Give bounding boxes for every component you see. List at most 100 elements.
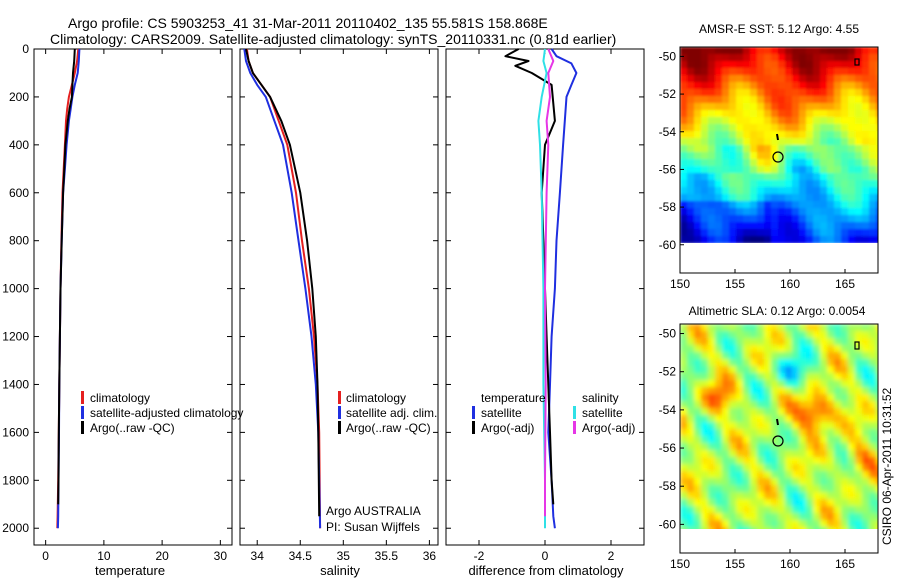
- heatmap-cell: [708, 61, 716, 69]
- heatmap-cell: [848, 103, 856, 111]
- heatmap-cell: [792, 492, 800, 500]
- heatmap-cell: [736, 222, 744, 230]
- heatmap-cell: [834, 131, 842, 139]
- heatmap-cell: [687, 215, 695, 223]
- heatmap-cell: [806, 394, 814, 402]
- heatmap-cell: [806, 54, 814, 62]
- heatmap-cell: [722, 408, 730, 416]
- heatmap-cell: [750, 527, 758, 529]
- heatmap-cell: [757, 75, 765, 83]
- argo-annotation-line1: Argo AUSTRALIA: [326, 504, 421, 518]
- heatmap-cell: [729, 380, 737, 388]
- heatmap-cell: [862, 359, 870, 367]
- heatmap-cell: [820, 387, 828, 395]
- heatmap-cell: [778, 422, 786, 430]
- heatmap-cell: [785, 471, 793, 479]
- heatmap-cell: [750, 208, 758, 216]
- heatmap-cell: [715, 464, 723, 472]
- heatmap-cell: [799, 471, 807, 479]
- heatmap-cell: [722, 166, 730, 174]
- heatmap-cell: [729, 464, 737, 472]
- heatmap-cell: [820, 187, 828, 195]
- heatmap-cell: [778, 485, 786, 493]
- heatmap-cell: [750, 47, 758, 55]
- heatmap-cell: [715, 236, 723, 243]
- heatmap-cell: [855, 359, 863, 367]
- heatmap-cell: [848, 415, 856, 423]
- heatmap-cell: [813, 422, 821, 430]
- heatmap-cell: [820, 152, 828, 160]
- heatmap-cell: [806, 159, 814, 167]
- heatmap-cell: [715, 68, 723, 76]
- heatmap-cell: [750, 124, 758, 132]
- heatmap-cell: [694, 152, 702, 160]
- heatmap-cell: [848, 492, 856, 500]
- heatmap-cell: [834, 201, 842, 209]
- heatmap-cell: [855, 145, 863, 153]
- heatmap-cell: [848, 478, 856, 486]
- heatmap-cell: [869, 394, 877, 402]
- heatmap-cell: [778, 373, 786, 381]
- heatmap-cell: [701, 345, 709, 353]
- heatmap-cell: [862, 520, 870, 528]
- heatmap-cell: [792, 215, 800, 223]
- heatmap-cell: [834, 345, 842, 353]
- heatmap-cell: [778, 54, 786, 62]
- heatmap-cell: [701, 450, 709, 458]
- heatmap-cell: [750, 75, 758, 83]
- heatmap-cell: [694, 82, 702, 90]
- heatmap-cell: [869, 187, 877, 195]
- heatmap-cell: [757, 138, 765, 146]
- heatmap-cell: [750, 513, 758, 521]
- heatmap-cell: [785, 124, 793, 132]
- heatmap-cell: [869, 429, 877, 437]
- heatmap-cell: [848, 345, 856, 353]
- x-tick-label: 35.5: [375, 549, 399, 563]
- heatmap-cell: [764, 415, 772, 423]
- land-mark: [854, 58, 860, 66]
- timestamp-label: CSIRO 06-Apr-2011 10:31:52: [880, 387, 894, 545]
- heatmap-cell: [827, 485, 835, 493]
- heatmap-cell: [855, 89, 863, 97]
- heatmap-cell: [841, 380, 849, 388]
- heatmap-cell: [778, 152, 786, 160]
- heatmap-cell: [680, 471, 688, 479]
- x-tick-label: 165: [835, 557, 855, 571]
- heatmap-cell: [708, 443, 716, 451]
- legend-swatch-argo: [81, 421, 84, 434]
- heatmap-cell: [869, 436, 877, 444]
- heatmap-cell: [750, 194, 758, 202]
- heatmap-cell: [778, 338, 786, 346]
- heatmap-cell: [701, 187, 709, 195]
- heatmap-cell: [687, 359, 695, 367]
- heatmap-cell: [687, 208, 695, 216]
- heatmap-cell: [792, 229, 800, 237]
- heatmap-cell: [862, 54, 870, 62]
- heatmap-cell: [729, 436, 737, 444]
- heatmap-cell: [855, 457, 863, 465]
- heatmap-cell: [841, 215, 849, 223]
- heatmap-cell: [834, 401, 842, 409]
- heatmap-cell: [855, 436, 863, 444]
- heatmap-cell: [771, 520, 779, 528]
- heatmap-cell: [750, 359, 758, 367]
- heatmap-cell: [792, 457, 800, 465]
- heatmap-cell: [848, 124, 856, 132]
- heatmap-cell: [701, 338, 709, 346]
- difference-xlabel: difference from climatology: [468, 563, 624, 578]
- heatmap-cell: [869, 215, 877, 223]
- heatmap-cell: [820, 408, 828, 416]
- heatmap-cell: [848, 75, 856, 83]
- heatmap-cell: [778, 138, 786, 146]
- heatmap-cell: [848, 173, 856, 181]
- heatmap-cell: [848, 187, 856, 195]
- heatmap-cell: [764, 180, 772, 188]
- heatmap-cell: [799, 429, 807, 437]
- heatmap-cell: [771, 229, 779, 237]
- heatmap-cell: [729, 89, 737, 97]
- heatmap-cell: [834, 54, 842, 62]
- heatmap-cell: [729, 131, 737, 139]
- series-line-salinity-argo-adj: [544, 48, 555, 517]
- heatmap-cell: [680, 485, 688, 493]
- heatmap-cell: [680, 506, 688, 514]
